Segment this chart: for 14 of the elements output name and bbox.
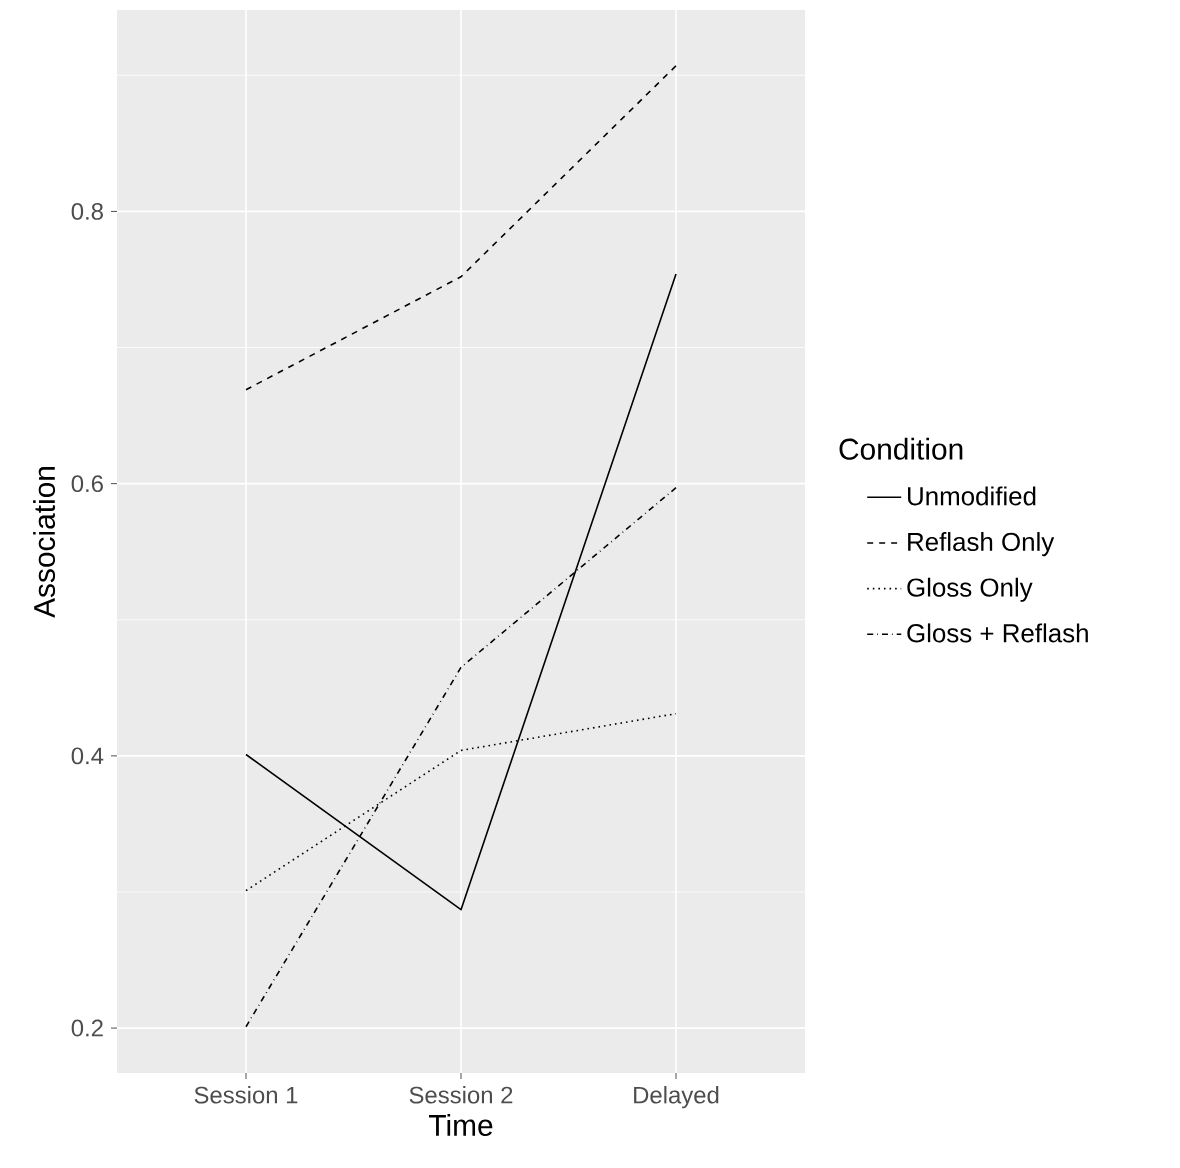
y-tick-label: 0.4 xyxy=(71,747,104,765)
legend-label: Gloss + Reflash xyxy=(907,623,1088,643)
legend-label: Gloss Only xyxy=(907,577,1033,602)
x-tick-label: Session 1 xyxy=(194,1086,298,1104)
legend-label: Reflash Only xyxy=(908,532,1055,557)
legend-label: Unmodified xyxy=(908,486,1036,506)
x-tick-label: Session 2 xyxy=(409,1086,513,1104)
y-tick-label: 0.2 xyxy=(71,1019,103,1037)
y-tick-label: 0.6 xyxy=(71,475,103,493)
legend-title: Condition xyxy=(839,437,963,460)
x-tick-label: Delayed xyxy=(634,1086,719,1109)
x-axis-title: Time xyxy=(429,1114,493,1136)
y-axis-title: Association xyxy=(33,467,56,618)
y-tick-label: 0.8 xyxy=(71,202,103,220)
